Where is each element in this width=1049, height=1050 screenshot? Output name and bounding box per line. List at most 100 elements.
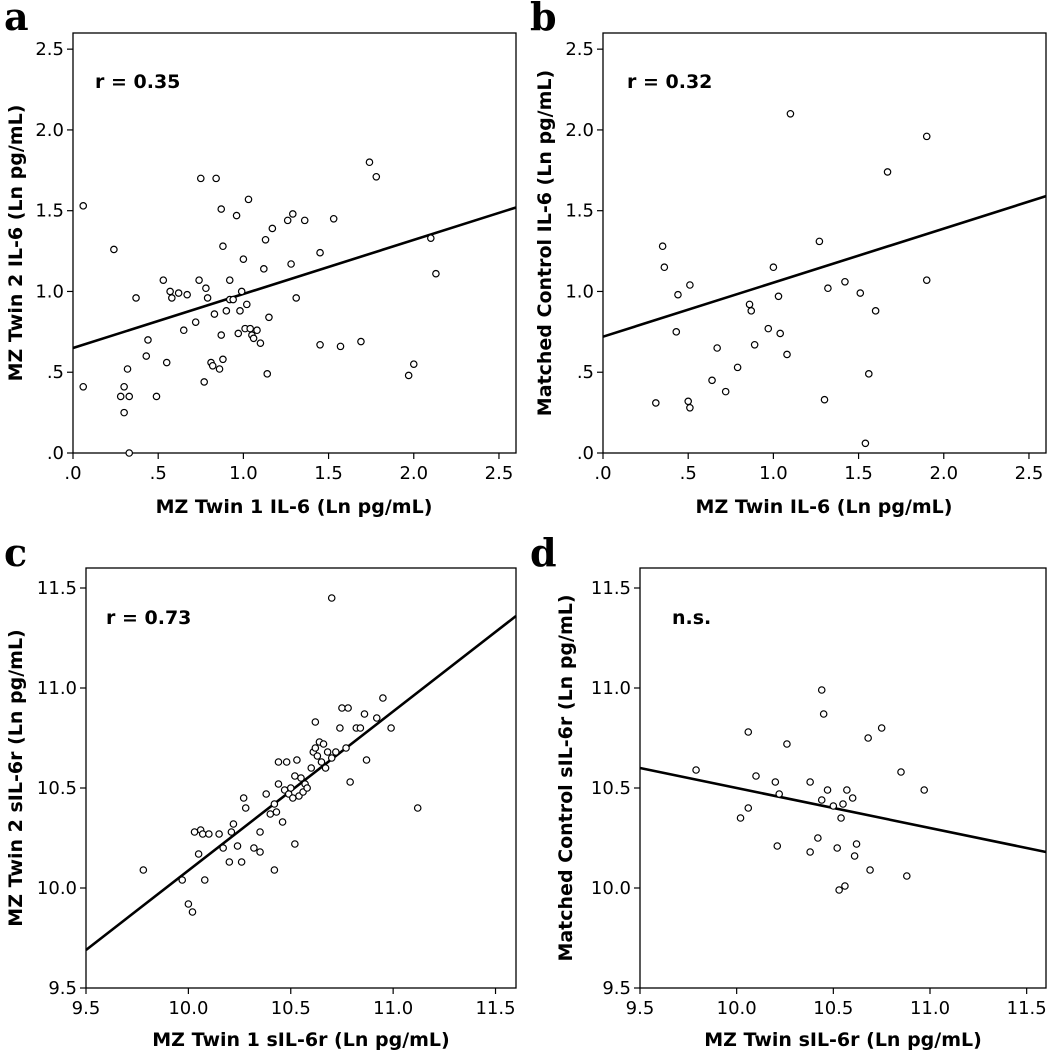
point-a-1 [79,382,88,391]
point-c-12 [225,858,234,866]
point-c-50 [319,740,328,748]
panel-b: b r = 0.32 MZ Twin IL-6 (Ln pg/mL) Match… [530,0,1047,518]
point-a-70 [409,360,418,368]
point-a-55 [265,313,273,322]
point-c-52 [323,748,332,756]
panel-letter-d: d [530,530,557,575]
point-c-43 [307,764,316,772]
point-a-8 [125,449,134,457]
y-tick-label-c-1: 10.0 [37,878,77,899]
point-d-28 [877,724,886,732]
point-c-46 [311,718,320,726]
point-d-21 [841,882,849,890]
plot-frame-b [602,32,1047,454]
x-tick-label-d-1: 10.0 [717,998,757,1019]
point-c-11 [219,844,227,852]
point-c-67 [387,724,395,732]
point-c-68 [413,804,422,812]
point-d-15 [823,786,832,794]
y-tick-label-b-5: 2.5 [565,39,594,60]
point-c-13 [227,828,236,836]
point-a-0 [79,202,88,210]
point-a-71 [427,234,435,242]
point-a-56 [268,224,277,233]
point-c-31 [282,758,291,766]
y-tick-label-a-1: .5 [47,362,64,383]
y-tick-label-b-4: 2.0 [565,120,594,141]
point-d-6 [773,842,782,850]
point-d-17 [833,844,842,852]
point-b-3 [672,328,681,336]
point-d-20 [839,800,847,808]
point-c-63 [360,710,369,718]
point-b-25 [856,289,865,297]
point-a-69 [404,371,413,380]
point-a-40 [234,329,243,338]
x-tick-label-b-5: 2.5 [1015,463,1044,484]
point-b-12 [745,300,754,309]
point-a-41 [236,307,244,315]
y-tick-label-d-1: 10.0 [591,878,631,899]
point-a-31 [217,205,226,213]
point-c-57 [338,704,346,712]
point-b-30 [922,132,931,141]
point-c-22 [262,790,270,798]
x-tick-label-d-2: 10.5 [813,998,853,1019]
point-b-8 [708,376,716,385]
y-tick-label-d-3: 11.0 [591,678,631,699]
point-a-42 [237,287,246,296]
panel-letter-b: b [530,0,557,39]
x-tick-label-d-3: 11.0 [910,998,950,1019]
point-c-25 [270,866,279,874]
panel-a: a r = 0.35 MZ Twin 1 IL-6 (Ln pg/mL) MZ … [4,0,517,518]
point-a-47 [246,324,255,333]
point-b-20 [786,109,795,118]
point-c-64 [362,756,371,764]
y-tick-label-a-4: 2.0 [35,120,64,141]
point-b-15 [764,324,773,333]
ticks-d: 9.5 10.0 10.5 11.0 11.5 9.5 10.0 10.5 11.0 11.5 [591,578,1047,1019]
y-tick-label-a-5: 2.5 [35,39,64,60]
point-b-23 [824,284,832,293]
point-c-18 [241,804,250,812]
point-c-17 [239,794,248,802]
point-b-0 [652,399,660,407]
point-d-23 [848,794,857,802]
x-tick-label-d-4: 11.5 [1007,998,1047,1019]
point-a-7 [125,392,134,401]
point-a-25 [203,294,212,302]
point-a-30 [215,365,224,373]
point-c-0 [139,866,148,874]
point-c-26 [272,808,281,816]
point-c-60 [346,778,354,786]
point-d-25 [852,840,861,848]
point-c-7 [198,830,207,838]
point-a-52 [260,265,268,273]
point-a-45 [242,300,251,309]
point-b-17 [774,292,783,301]
y-axis-label-b: Matched Control IL-6 (Ln pg/mL) [534,70,556,416]
point-c-16 [237,858,246,866]
point-c-53 [327,594,336,602]
point-c-39 [297,774,305,782]
x-tick-label-c-4: 11.5 [475,998,515,1019]
point-c-21 [256,828,264,836]
y-tick-label-b-1: .5 [577,362,594,383]
y-axis-label-d: Matched Control sIL-6r (Ln pg/mL) [555,594,577,961]
x-axis-label-c: MZ Twin 1 sIL-6r (Ln pg/mL) [152,1029,449,1050]
point-a-32 [217,331,226,339]
point-a-64 [329,214,338,223]
point-d-9 [806,778,814,786]
point-a-6 [123,365,132,373]
point-d-0 [692,766,700,774]
point-a-14 [162,358,171,367]
point-c-47 [313,752,322,760]
point-d-8 [783,740,791,748]
point-a-53 [261,235,270,244]
plot-frame-d [639,567,1047,989]
y-tick-label-b-3: 1.5 [565,201,594,222]
x-tick-label-a-0: .0 [64,463,81,484]
point-a-54 [263,370,272,378]
marks-b [602,109,1047,448]
point-a-33 [219,355,227,364]
